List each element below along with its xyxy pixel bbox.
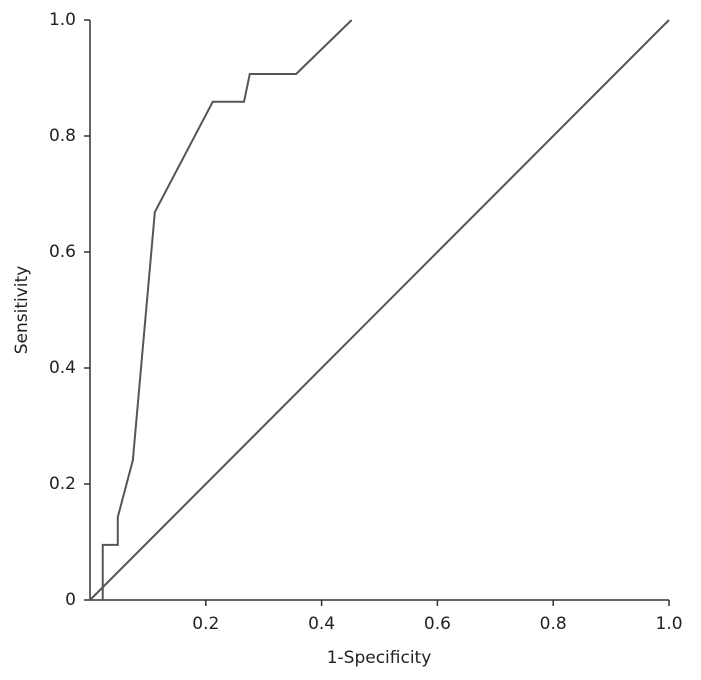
y-tick-label: 1.0 (49, 10, 76, 30)
y-axis-label: Sensitivity (12, 266, 32, 355)
x-tick-label: 1.0 (655, 614, 682, 634)
x-tick-label: 0.4 (308, 614, 335, 634)
x-tick-label: 0.8 (540, 614, 567, 634)
x-axis-label: 1-Specificity (327, 648, 432, 668)
x-tick-label: 0.6 (424, 614, 451, 634)
roc-line (101, 19, 353, 600)
roc-line (89, 19, 670, 601)
y-tick-label: 0 (65, 590, 76, 610)
y-tick-label: 0.2 (49, 474, 76, 494)
y-tick-label: 0.8 (49, 126, 76, 146)
x-tick-label: 0.2 (192, 614, 219, 634)
y-tick-label: 0.4 (49, 358, 76, 378)
y-tick-label: 0.6 (49, 242, 76, 262)
